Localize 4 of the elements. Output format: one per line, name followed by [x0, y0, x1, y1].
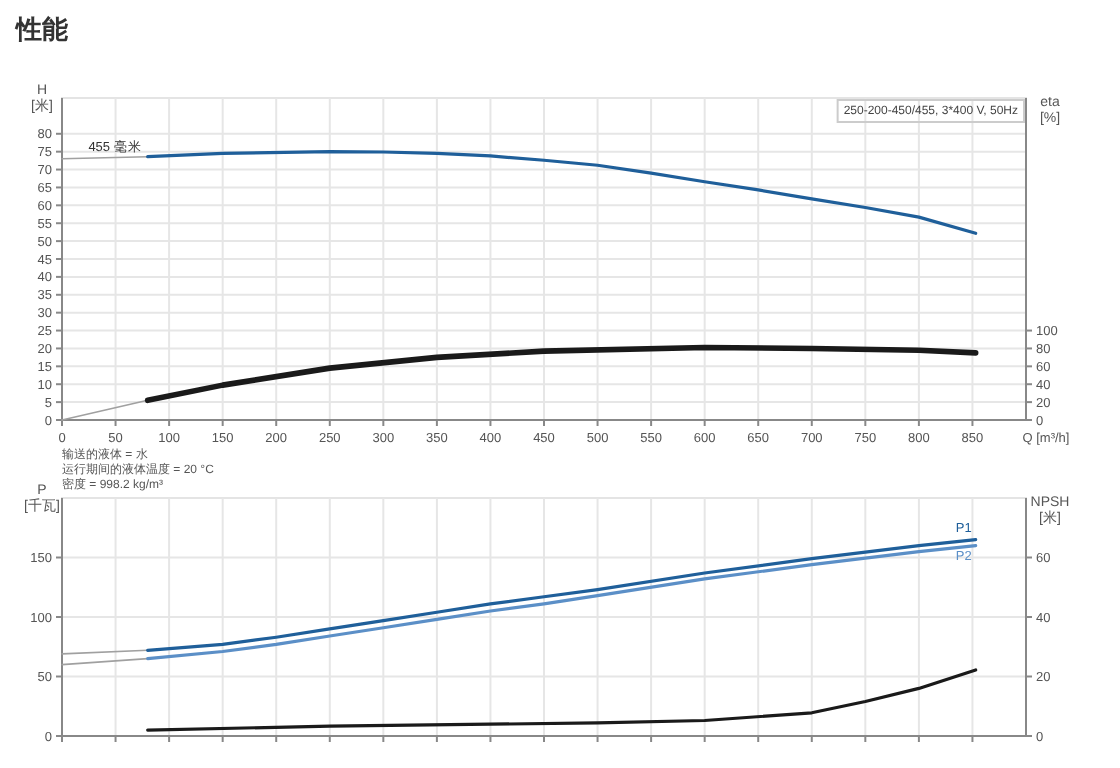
line-series	[144, 344, 979, 404]
line-series	[146, 668, 978, 732]
line-series	[146, 150, 978, 235]
chart-title: 性能	[14, 14, 70, 44]
